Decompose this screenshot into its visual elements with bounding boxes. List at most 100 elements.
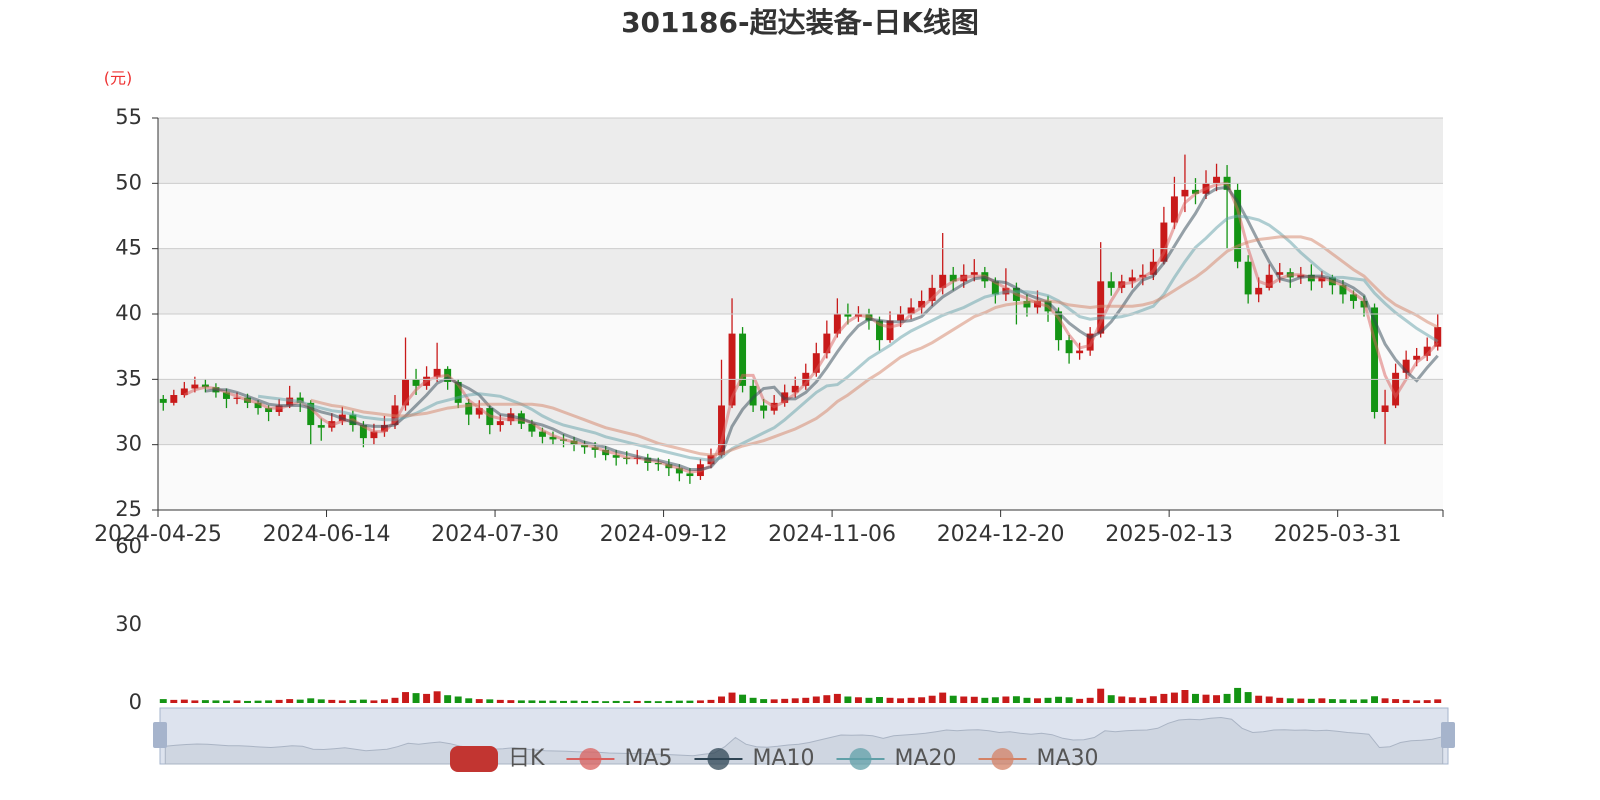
candle-body	[1423, 346, 1431, 356]
volume-bar	[1307, 698, 1315, 703]
y-tick-label: 25	[115, 497, 142, 521]
volume-bar	[1160, 693, 1168, 703]
split-area	[158, 118, 1443, 510]
candle-body	[675, 468, 683, 474]
volume-bar	[760, 699, 768, 703]
candle-body	[739, 333, 747, 386]
candle-body	[1276, 272, 1284, 275]
volume-bar	[981, 697, 989, 703]
volume-bar	[1044, 697, 1052, 703]
candle-body	[654, 462, 662, 465]
legend-label[interactable]: MA10	[752, 746, 814, 771]
legend-label[interactable]: MA30	[1037, 746, 1099, 771]
volume-bar	[528, 700, 536, 703]
volume-bar	[560, 700, 567, 703]
x-tick-label: 2024-12-20	[937, 522, 1065, 547]
legend-label[interactable]: 日K	[508, 746, 545, 771]
candle-body	[1318, 277, 1326, 282]
candle-body	[897, 314, 905, 321]
volume-bar	[791, 698, 799, 703]
volume-bar	[444, 695, 452, 703]
volume-bar	[465, 698, 473, 703]
volume-bar	[1286, 698, 1294, 703]
candle-body	[812, 353, 820, 373]
volume-bar	[254, 700, 262, 703]
volume-bar	[170, 699, 178, 703]
volume-bar	[1339, 699, 1347, 703]
volume-bar	[865, 697, 873, 703]
candle-body	[496, 421, 504, 426]
y-tick-label: 30	[115, 432, 142, 456]
volume-bar	[338, 700, 346, 703]
candle-body	[170, 395, 178, 403]
volume-bar	[159, 699, 167, 703]
candle-body	[1055, 311, 1063, 341]
volume-bar	[1402, 699, 1410, 703]
volume-bar	[939, 692, 947, 703]
candle-body	[1434, 327, 1442, 347]
candle-body	[1339, 285, 1347, 295]
legend-label[interactable]: MA20	[895, 746, 957, 771]
candle-body	[180, 388, 188, 396]
legend-label[interactable]: MA5	[624, 746, 672, 771]
volume-bar	[201, 700, 209, 703]
legend-icon	[991, 748, 1014, 770]
candle-body	[1381, 405, 1389, 412]
candle-body	[833, 314, 841, 334]
chart-title: 301186-超达装备-日K线图	[621, 6, 979, 39]
zoom-handle[interactable]	[1441, 722, 1455, 748]
volume-bar	[696, 700, 704, 703]
candle-body	[528, 423, 536, 432]
candle-body	[191, 384, 199, 389]
y-tick-label: 45	[115, 236, 142, 260]
candle-body	[760, 405, 768, 411]
split-band	[158, 118, 1443, 184]
volume-bar	[1392, 699, 1400, 703]
volume-bar	[1423, 700, 1431, 703]
candle-body	[823, 333, 831, 354]
candle-body	[612, 455, 620, 458]
volume-bar	[718, 696, 725, 703]
candle-body	[1076, 350, 1084, 354]
volume-bar	[191, 700, 199, 703]
volume-bar	[581, 700, 589, 703]
volume-bar	[1034, 698, 1041, 703]
zoom-handle[interactable]	[153, 722, 167, 748]
candle-body	[433, 368, 441, 377]
volume-bar	[886, 697, 894, 703]
volume-bar	[749, 697, 757, 703]
volume-bar	[612, 700, 620, 703]
volume-bar	[1234, 687, 1242, 703]
volume-bar	[644, 700, 652, 703]
ma-line	[310, 235, 1439, 457]
candle-body	[1170, 196, 1178, 223]
volume-bar	[412, 693, 420, 703]
volume-bar	[454, 696, 462, 703]
volume-bar	[1349, 699, 1357, 703]
x-tick-label: 2024-09-12	[600, 522, 728, 547]
volume-bar	[802, 697, 810, 703]
candle-body	[465, 402, 473, 415]
volume-bar	[1139, 697, 1147, 703]
volume-bar	[1328, 699, 1336, 703]
volume-bar	[1002, 696, 1010, 703]
volume-bar	[654, 701, 662, 703]
volume-bar	[380, 699, 388, 703]
volume-bar	[212, 700, 220, 703]
split-band	[158, 248, 1443, 314]
volume-bar	[1118, 696, 1126, 703]
candle-body	[1255, 287, 1263, 295]
volume-bar	[739, 694, 747, 703]
volume-bar	[1213, 695, 1221, 703]
candle-body	[928, 287, 936, 301]
legend-icon	[579, 748, 602, 770]
volume-bar	[907, 697, 915, 703]
x-tick-label: 2024-07-30	[431, 522, 559, 547]
legend-icon	[849, 748, 872, 770]
candle-body	[1023, 300, 1031, 308]
plot-area	[159, 154, 1442, 484]
candle-body	[1234, 189, 1242, 262]
candle-body	[402, 379, 409, 406]
candle-body	[233, 397, 241, 399]
